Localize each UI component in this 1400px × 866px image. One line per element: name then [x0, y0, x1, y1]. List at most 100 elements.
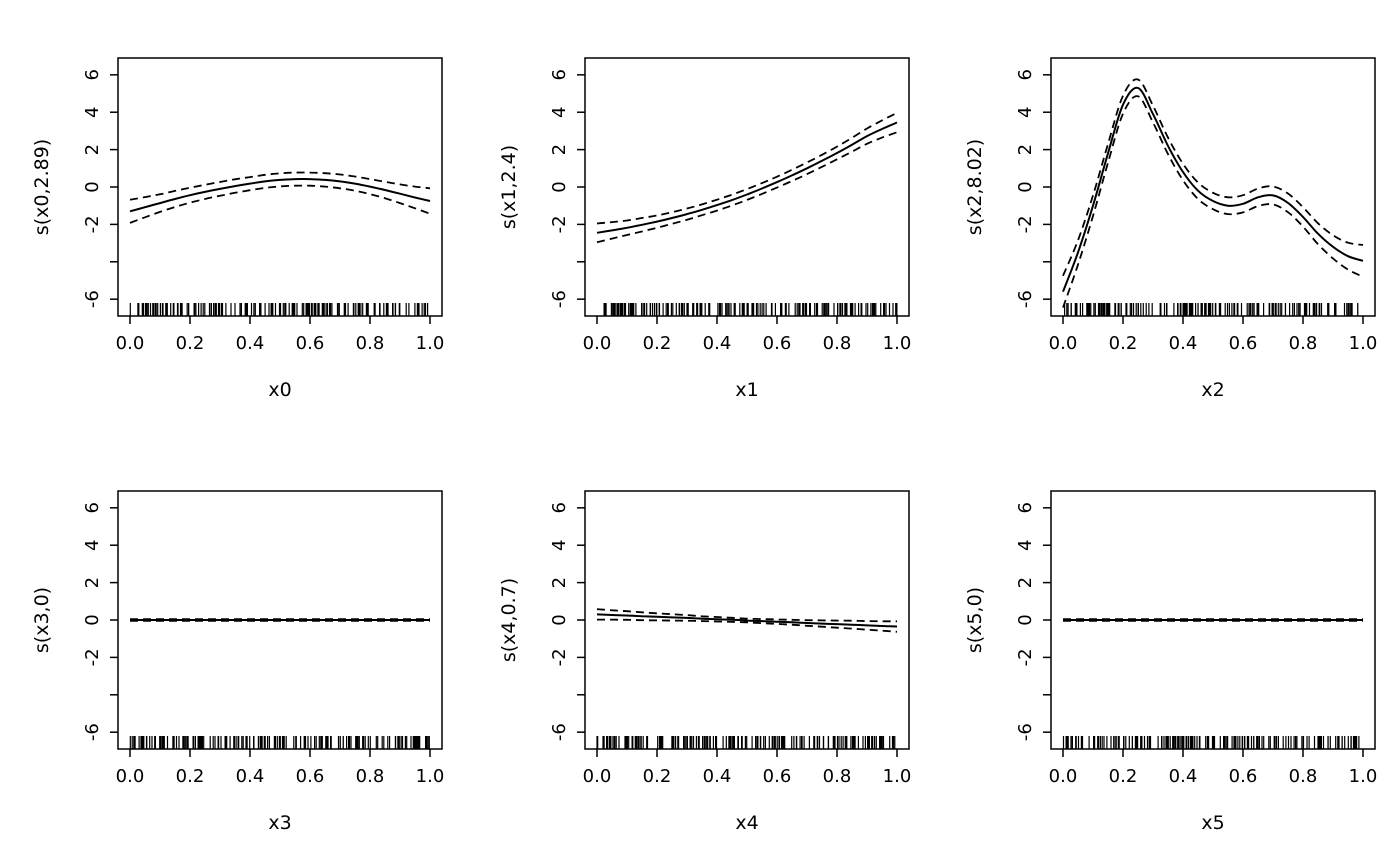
y-tick-label: 6: [82, 502, 103, 513]
y-tick-label: -2: [82, 215, 103, 233]
axes: 0.0 0.2 0.4 0.6 0.8 1.0 -6 -2 0 2 4 6: [549, 69, 911, 354]
upper-confidence-band: [1062, 78, 1364, 277]
plot-box: [583, 57, 910, 317]
chart-panel-x4: 0.0 0.2 0.4 0.6 0.8 1.0 -6 -2 0 2 4 6 x4 s(x4,0.7): [467, 433, 933, 866]
x-axis-label: x5: [1202, 812, 1225, 834]
x-tick-label: 1.0: [416, 766, 445, 787]
y-axis-label: s(x1,2.4): [498, 145, 520, 229]
lower-confidence-band: [1062, 95, 1364, 308]
y-tick-label: 2: [1015, 577, 1036, 588]
x-tick-label: 0.0: [116, 766, 145, 787]
curves: [129, 171, 431, 224]
y-tick-label: 0: [82, 614, 103, 625]
axes: 0.0 0.2 0.4 0.6 0.8 1.0 -6 -2 0 2 4 6: [1015, 502, 1377, 787]
x-tick-label: 0.2: [1109, 333, 1138, 354]
x-tick-label: 0.8: [356, 333, 385, 354]
curves: [1063, 618, 1364, 622]
fit-curve: [129, 178, 431, 213]
y-axis-label: s(x5,0): [964, 587, 986, 653]
curves: [596, 608, 897, 633]
plot-box: [117, 57, 443, 317]
x-tick-label: 0.4: [1169, 766, 1198, 787]
x-tick-label: 1.0: [882, 766, 911, 787]
y-axis-label: s(x2,8.02): [964, 139, 986, 235]
y-axis-label: s(x4,0.7): [498, 578, 520, 662]
y-tick-label: -6: [549, 723, 570, 741]
y-tick-label: -2: [549, 648, 570, 666]
y-tick-label: 0: [82, 181, 103, 192]
y-tick-label: -2: [1015, 215, 1036, 233]
x-tick-label: 0.4: [236, 766, 265, 787]
y-tick-label: 6: [549, 69, 570, 80]
y-tick-label: -2: [1015, 648, 1036, 666]
y-tick-label: -2: [549, 215, 570, 233]
x-tick-label: 0.8: [1289, 766, 1318, 787]
y-tick-label: 4: [1015, 539, 1036, 550]
y-tick-label: 6: [1015, 69, 1036, 80]
y-axis-label: s(x0,2.89): [31, 139, 53, 235]
y-tick-label: -6: [549, 290, 570, 308]
gam-plot-x3: 0.0 0.2 0.4 0.6 0.8 1.0 -6 -2 0 2 4 6 x3 s(x3,0): [31, 490, 444, 834]
y-tick-label: 4: [1015, 106, 1036, 117]
y-tick-label: 4: [82, 539, 103, 550]
curves: [129, 618, 431, 622]
y-tick-label: 2: [549, 144, 570, 155]
x-tick-label: 0.0: [116, 333, 145, 354]
curves: [1062, 78, 1364, 308]
upper-confidence-band: [129, 171, 431, 201]
y-tick-label: 0: [1015, 181, 1036, 192]
y-tick-label: 0: [1015, 614, 1036, 625]
axes: 0.0 0.2 0.4 0.6 0.8 1.0 -6 -2 0 2 4 6: [82, 502, 444, 787]
y-tick-label: -2: [82, 648, 103, 666]
lower-confidence-band: [129, 184, 431, 224]
axes: 0.0 0.2 0.4 0.6 0.8 1.0 -6 -2 0 2 4 6: [82, 69, 444, 354]
fit-curve: [1062, 86, 1364, 293]
rug-marks: [1064, 303, 1359, 316]
y-tick-label: 4: [82, 106, 103, 117]
x-tick-label: 0.6: [1229, 333, 1258, 354]
x-tick-label: 0.6: [762, 333, 791, 354]
y-tick-label: 6: [82, 69, 103, 80]
x-tick-label: 0.8: [822, 333, 851, 354]
x-tick-label: 0.0: [1049, 766, 1078, 787]
x-tick-label: 0.8: [356, 766, 385, 787]
x-tick-label: 0.2: [1109, 766, 1138, 787]
lower-confidence-band: [596, 618, 897, 633]
rug-marks: [596, 736, 896, 749]
gam-plot-x5: 0.0 0.2 0.4 0.6 0.8 1.0 -6 -2 0 2 4 6 x5 s(x5,0): [964, 490, 1378, 834]
x-tick-label: 0.6: [296, 766, 325, 787]
gam-plot-x0: 0.0 0.2 0.4 0.6 0.8 1.0 -6 -2 0 2 4 6 x0 s(x0,2.89): [31, 57, 444, 401]
y-tick-label: -6: [82, 723, 103, 741]
chart-panel-x3: 0.0 0.2 0.4 0.6 0.8 1.0 -6 -2 0 2 4 6 x3 s(x3,0): [0, 433, 466, 866]
y-tick-label: 6: [549, 502, 570, 513]
x-tick-label: 1.0: [882, 333, 911, 354]
gam-plot-x2: 0.0 0.2 0.4 0.6 0.8 1.0 -6 -2 0 2 4 6 x2 s(x2,8.02): [964, 57, 1378, 401]
y-tick-label: 0: [549, 181, 570, 192]
y-tick-label: 2: [82, 144, 103, 155]
x-tick-label: 0.0: [582, 766, 611, 787]
y-tick-label: 6: [1015, 502, 1036, 513]
x-tick-label: 0.6: [1229, 766, 1258, 787]
rug-marks: [1063, 736, 1360, 749]
x-tick-label: 1.0: [416, 333, 445, 354]
x-tick-label: 0.4: [702, 333, 731, 354]
chart-panel-x1: 0.0 0.2 0.4 0.6 0.8 1.0 -6 -2 0 2 4 6 x1 s(x1,2.4): [467, 0, 933, 433]
x-axis-label: x3: [268, 812, 291, 834]
gam-plot-x1: 0.0 0.2 0.4 0.6 0.8 1.0 -6 -2 0 2 4 6 x1 s(x1,2.4): [498, 57, 911, 401]
fit-curve: [596, 121, 898, 234]
x-tick-label: 0.8: [1289, 333, 1318, 354]
chart-panel-x0: 0.0 0.2 0.4 0.6 0.8 1.0 -6 -2 0 2 4 6 x0 s(x0,2.89): [0, 0, 466, 433]
upper-confidence-band: [596, 112, 898, 225]
y-tick-label: 2: [549, 577, 570, 588]
x-tick-label: 0.0: [582, 333, 611, 354]
curves: [596, 112, 898, 244]
x-tick-label: 0.8: [822, 766, 851, 787]
x-tick-label: 0.2: [642, 333, 671, 354]
x-tick-label: 0.2: [176, 333, 205, 354]
x-tick-label: 0.2: [176, 766, 205, 787]
rug-marks: [603, 303, 898, 316]
x-tick-label: 0.4: [702, 766, 731, 787]
x-tick-label: 0.6: [762, 766, 791, 787]
y-tick-label: 2: [82, 577, 103, 588]
